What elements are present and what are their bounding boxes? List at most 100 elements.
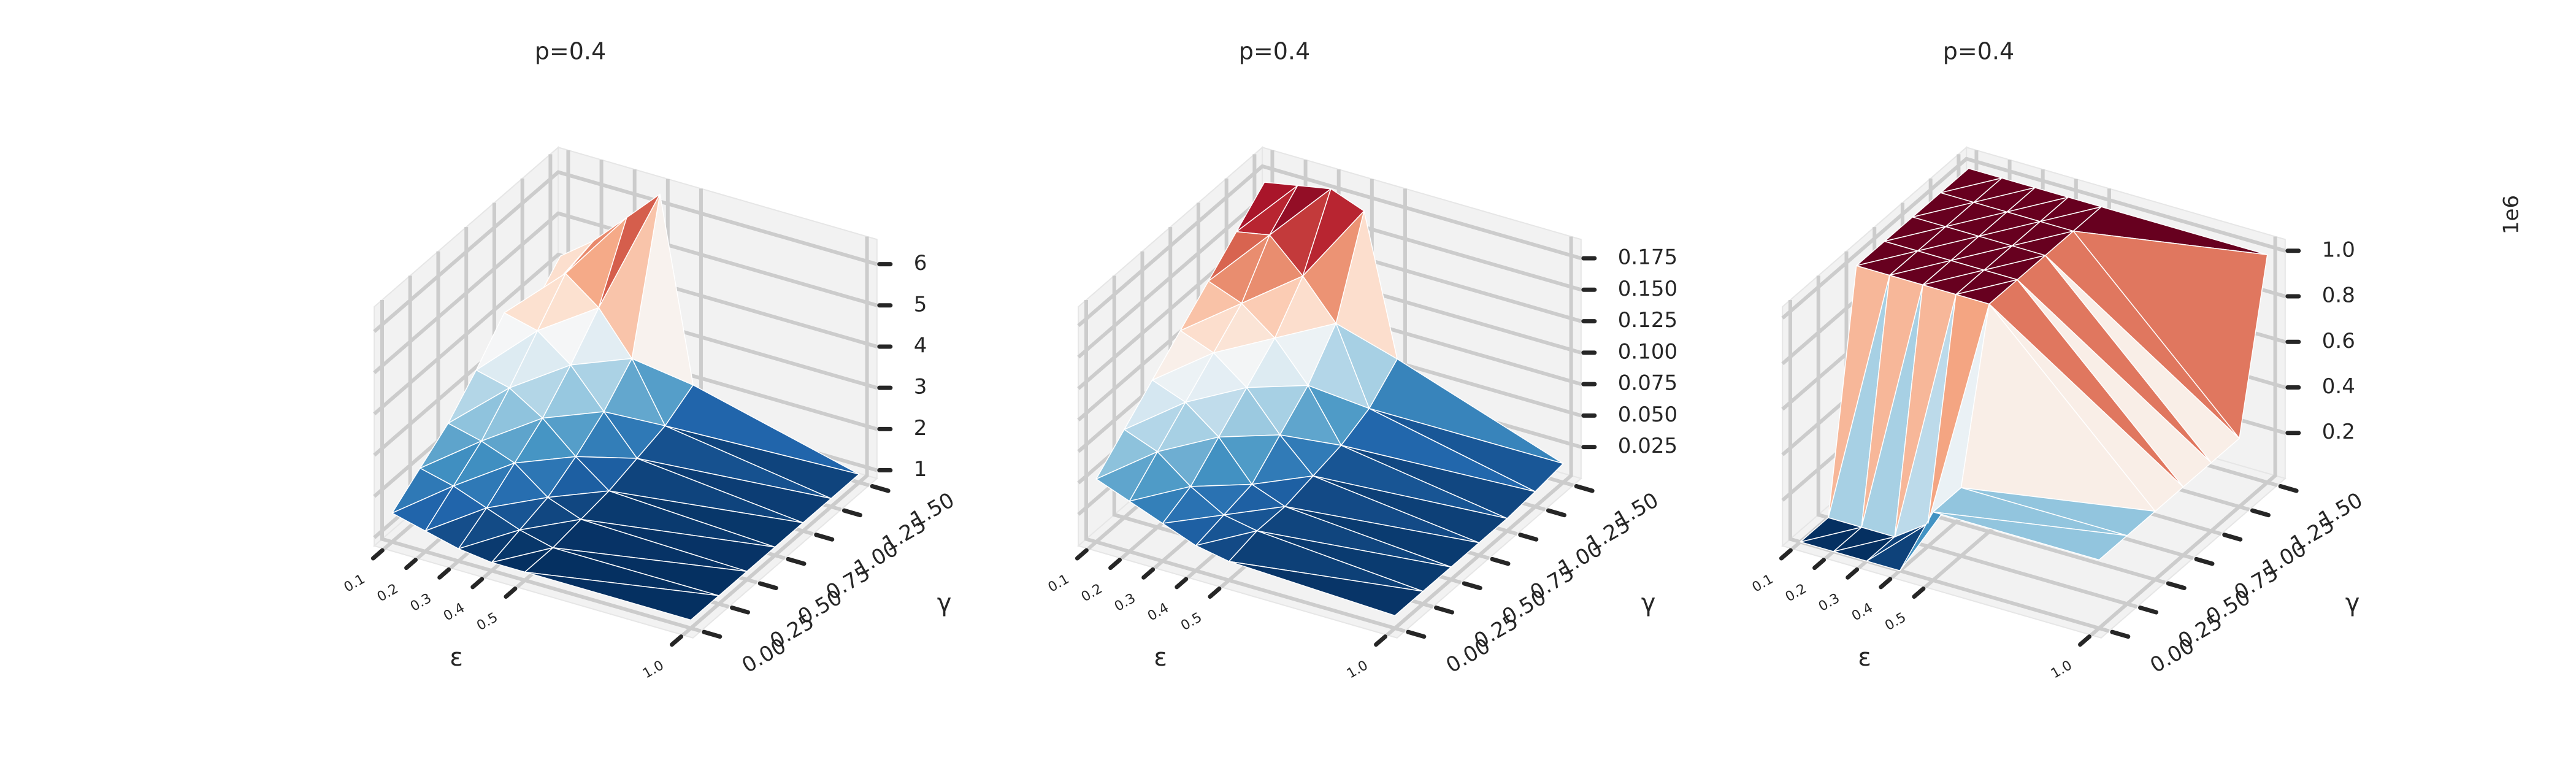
y-tick [870, 484, 891, 493]
surface-facet [424, 507, 487, 550]
y-tick [1462, 581, 1482, 590]
y-tick [2166, 581, 2187, 590]
x-tick [670, 634, 684, 647]
z-tick-label: 0.075 [1618, 371, 1677, 396]
x-tick [1912, 586, 1926, 599]
y-tick [841, 508, 862, 518]
surface-facet [1889, 260, 1952, 285]
panel: p=0.40.1 0.2 0.3 0.4 0.51.0 0.000.250.500.751… [1750, 38, 2524, 682]
x-tick [470, 577, 485, 590]
z-tick-label: 0.100 [1618, 339, 1677, 364]
x-tick-label: 0.5 [1178, 610, 1205, 634]
x-tick-label: 0.3 [408, 591, 434, 615]
panel-title: p=0.4 [535, 38, 606, 65]
z-offset-label: 1e6 [2499, 195, 2524, 234]
x-tick-label: 0.5 [1882, 610, 1909, 634]
grid-line [1788, 299, 2110, 633]
panel: p=0.40.1 0.2 0.3 0.4 0.51.0 0.000.250.500.751… [342, 38, 959, 682]
surface-facet [1932, 511, 2128, 561]
grid-line [373, 211, 878, 374]
y-tick [2250, 508, 2271, 518]
panel: p=0.40.1 0.2 0.3 0.4 0.51.0 0.000.250.500.751… [1046, 38, 1677, 682]
x-axis-label: ε [1858, 644, 1871, 672]
z-tick-label: 1 [914, 457, 927, 482]
grid-line [380, 299, 702, 633]
y-tick [814, 533, 835, 542]
x-tick-label: 0.2 [375, 581, 401, 605]
surface-facet [598, 193, 661, 309]
z-tick-label: 0.8 [2322, 283, 2355, 308]
surface-facet [458, 529, 521, 563]
surface-facet [524, 571, 719, 621]
x-axis-label: ε [1154, 644, 1167, 672]
x-tick-label: 0.1 [342, 572, 368, 596]
y-axis-label: γ [937, 589, 952, 617]
y-tick [702, 629, 723, 639]
panel-title: p=0.4 [1239, 38, 1310, 65]
x-tick [1374, 634, 1388, 647]
x-tick-label: 0.4 [441, 600, 467, 624]
z-tick-label: 0.150 [1618, 277, 1677, 301]
x-tick-label: 0.2 [1783, 581, 1809, 605]
y-tick-label: 1.50 [906, 488, 959, 532]
x-tick [1846, 567, 1860, 580]
panel-title: p=0.4 [1943, 38, 2014, 65]
x-tick-label: 0.5 [474, 610, 500, 634]
z-tick-label: 4 [914, 333, 927, 358]
surface-facet [391, 485, 454, 532]
grid-line [2090, 236, 2277, 637]
x-tick [1812, 558, 1827, 571]
grid-line [681, 236, 869, 637]
x-tick [2078, 634, 2092, 647]
grid-line [373, 170, 878, 333]
grid-line [1816, 275, 2138, 609]
x-tick [1175, 577, 1189, 590]
z-tick-label: 1.0 [2322, 237, 2355, 262]
x-tick-label: 1.0 [1344, 658, 1371, 682]
y-tick-label: 1.50 [1610, 488, 1663, 532]
x-tick [1779, 548, 1793, 561]
surface-facet [1955, 279, 2018, 305]
grid-line [373, 252, 878, 416]
x-tick-label: 0.2 [1079, 581, 1105, 605]
y-tick [2278, 484, 2299, 493]
y-tick [786, 556, 807, 566]
y-tick [2222, 533, 2243, 542]
z-tick-label: 0.125 [1618, 308, 1677, 333]
z-tick-label: 0.175 [1618, 245, 1677, 270]
grid-line [1386, 236, 1573, 637]
x-axis-label: ε [450, 644, 463, 672]
z-tick-label: 0.050 [1618, 402, 1677, 427]
x-tick-label: 0.3 [1816, 591, 1842, 615]
surface-facet [1129, 486, 1191, 524]
x-tick-label: 0.1 [1750, 572, 1776, 596]
x-tick-label: 0.1 [1046, 572, 1072, 596]
x-tick [1108, 558, 1122, 571]
z-tick-label: 0.6 [2322, 329, 2355, 353]
y-tick [2194, 556, 2215, 566]
y-tick [1518, 533, 1539, 542]
x-tick [1075, 548, 1089, 561]
z-tick-label: 6 [914, 251, 927, 275]
x-tick-label: 0.3 [1112, 591, 1138, 615]
z-tick-label: 2 [914, 416, 927, 440]
z-tick-label: 0.2 [2322, 420, 2355, 444]
y-tick [1490, 556, 1511, 566]
x-tick [504, 586, 518, 599]
y-axis-label: γ [1641, 589, 1656, 617]
y-tick [2110, 629, 2131, 639]
x-tick [437, 567, 451, 580]
x-tick [404, 558, 418, 571]
x-tick-label: 0.4 [1145, 600, 1171, 624]
surface-facet [1162, 514, 1225, 546]
x-tick [370, 548, 385, 561]
y-tick [730, 606, 751, 615]
y-tick [1546, 508, 1566, 518]
z-tick-label: 3 [914, 375, 927, 399]
surface-facet [1095, 451, 1158, 502]
z-tick-label: 0.025 [1618, 434, 1677, 458]
y-tick [2138, 606, 2159, 615]
surface-facet [1922, 269, 1985, 295]
